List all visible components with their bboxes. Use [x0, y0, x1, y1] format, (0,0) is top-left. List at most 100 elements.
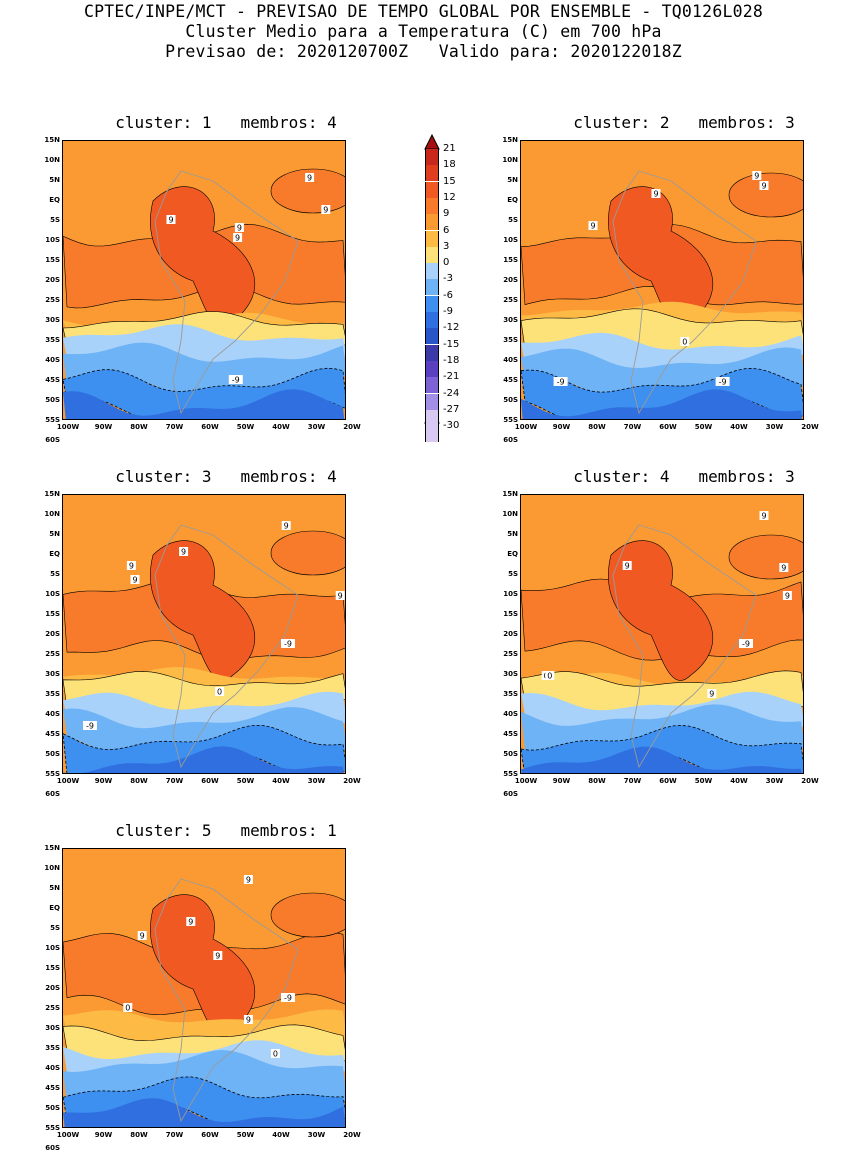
field-band: [63, 324, 345, 367]
lat-label: 10S: [503, 590, 518, 598]
colorbar-swatch: [425, 279, 439, 296]
contour-label: 9: [234, 223, 244, 233]
contour-label: 9: [779, 563, 789, 573]
lat-label: 45S: [45, 1084, 60, 1092]
svg-text:9: 9: [781, 564, 786, 573]
colorbar-label: 21: [443, 143, 456, 154]
lat-label: 45S: [45, 376, 60, 384]
svg-text:0: 0: [682, 338, 687, 347]
field-band: [63, 1098, 345, 1127]
svg-text:0: 0: [217, 688, 222, 697]
panel-title-5: cluster: 5 membros: 1: [115, 821, 337, 840]
contour-label: 9: [126, 561, 136, 571]
colorbar-label: 9: [443, 208, 450, 220]
lon-label: 20W: [801, 777, 819, 785]
lon-label: 50W: [694, 423, 713, 431]
lat-label: 10N: [44, 864, 60, 872]
lat-label: 15N: [44, 490, 60, 498]
lat-label: 5N: [49, 530, 60, 538]
lon-label: 90W: [552, 777, 571, 785]
lat-label: 20S: [503, 630, 518, 638]
lat-label: 55S: [503, 770, 518, 778]
svg-text:-9: -9: [284, 994, 292, 1003]
lat-label: 10N: [502, 510, 518, 518]
svg-text:-9: -9: [719, 378, 727, 387]
colorbar-swatch: [425, 230, 439, 247]
colorbar-label: 3: [443, 240, 450, 252]
colorbar-swatch: [425, 246, 439, 263]
lat-label: 15N: [502, 490, 518, 498]
colorbar-label: 15: [443, 175, 456, 187]
lat-label: 15N: [44, 136, 60, 144]
svg-text:9: 9: [132, 576, 137, 585]
contour-label: 9: [707, 689, 717, 699]
svg-text:9: 9: [785, 592, 790, 601]
colorbar-swatch: [425, 393, 439, 410]
lat-label: 5N: [49, 884, 60, 892]
colorbar-label: -30: [443, 420, 460, 432]
title-line-1: CPTEC/INPE/MCT - PREVISAO DE TEMPO GLOBA…: [84, 2, 763, 21]
map-panel-4: 15N 10N 5N EQ 5S 10S 15S 20S 25S 30S 35S 40S 45S 50S 5…: [484, 490, 818, 798]
contour-label: 9: [243, 875, 253, 885]
lat-label: 30S: [45, 670, 60, 678]
contour-label: -9: [281, 639, 295, 649]
lat-label: 20S: [45, 276, 60, 284]
south-america-outline: [154, 878, 299, 1123]
colorbar-swatch: [425, 377, 439, 394]
lon-label: 20W: [343, 1131, 361, 1139]
contour-label: 9: [243, 1015, 253, 1025]
field-band: [63, 389, 345, 419]
lat-label: 10N: [502, 156, 518, 164]
colorbar-label: 18: [443, 159, 456, 171]
contour-label: 0: [215, 687, 225, 697]
lon-label: 30W: [307, 1131, 326, 1139]
panel-title-2: cluster: 2 membros: 3: [573, 113, 795, 132]
contour-label: 9: [335, 591, 345, 601]
contour-label: -9: [228, 375, 243, 385]
temperature-field: 9 9 9 9 9 0 -9 -9: [63, 495, 345, 773]
south-america-outline: [154, 170, 299, 415]
lat-label: 50S: [503, 396, 518, 404]
lat-label: 5N: [507, 530, 518, 538]
lon-label: 100W: [514, 777, 538, 785]
contour-label: 9: [130, 575, 140, 585]
svg-text:9: 9: [709, 690, 714, 699]
svg-text:-9: -9: [557, 378, 565, 387]
field-band: [521, 389, 802, 419]
contour-label: 9: [588, 221, 598, 231]
lon-label: 70W: [623, 777, 642, 785]
lat-label: 60S: [503, 790, 518, 798]
lon-label: 30W: [765, 777, 784, 785]
lat-label: 25S: [503, 650, 518, 658]
lat-label: EQ: [507, 550, 518, 558]
panel-title-3: cluster: 3 membros: 4: [115, 467, 337, 486]
svg-text:9: 9: [215, 952, 220, 961]
colorbar-swatch: [425, 328, 439, 345]
lon-label: 50W: [236, 423, 255, 431]
colorbar-swatch: [425, 360, 439, 377]
contour-label: 9: [233, 233, 243, 243]
contour-label: 9: [213, 951, 223, 961]
lat-label: EQ: [49, 196, 60, 204]
svg-text:-9: -9: [742, 640, 750, 649]
lat-label: 15S: [45, 964, 60, 972]
field-band: [270, 168, 345, 214]
colorbar-label: -24: [443, 387, 460, 399]
contour-label: 9: [782, 591, 792, 601]
colorbar-label: -27: [443, 403, 460, 415]
lon-label: 100W: [514, 423, 538, 431]
lat-label: 10S: [45, 944, 60, 952]
lon-label: 60W: [201, 777, 219, 785]
lon-label: 40W: [730, 423, 748, 431]
lat-label: 5S: [508, 570, 518, 578]
temperature-field: 9 9 9 9 9 0 0 -9: [63, 849, 345, 1127]
lon-label: 80W: [130, 777, 148, 785]
lat-label: 5S: [50, 924, 60, 932]
lon-label: 40W: [272, 423, 290, 431]
lon-label: 50W: [236, 1131, 255, 1139]
lon-label: 80W: [130, 423, 148, 431]
temperature-map: 9 9 9 9 0 -9 -9: [520, 140, 804, 420]
